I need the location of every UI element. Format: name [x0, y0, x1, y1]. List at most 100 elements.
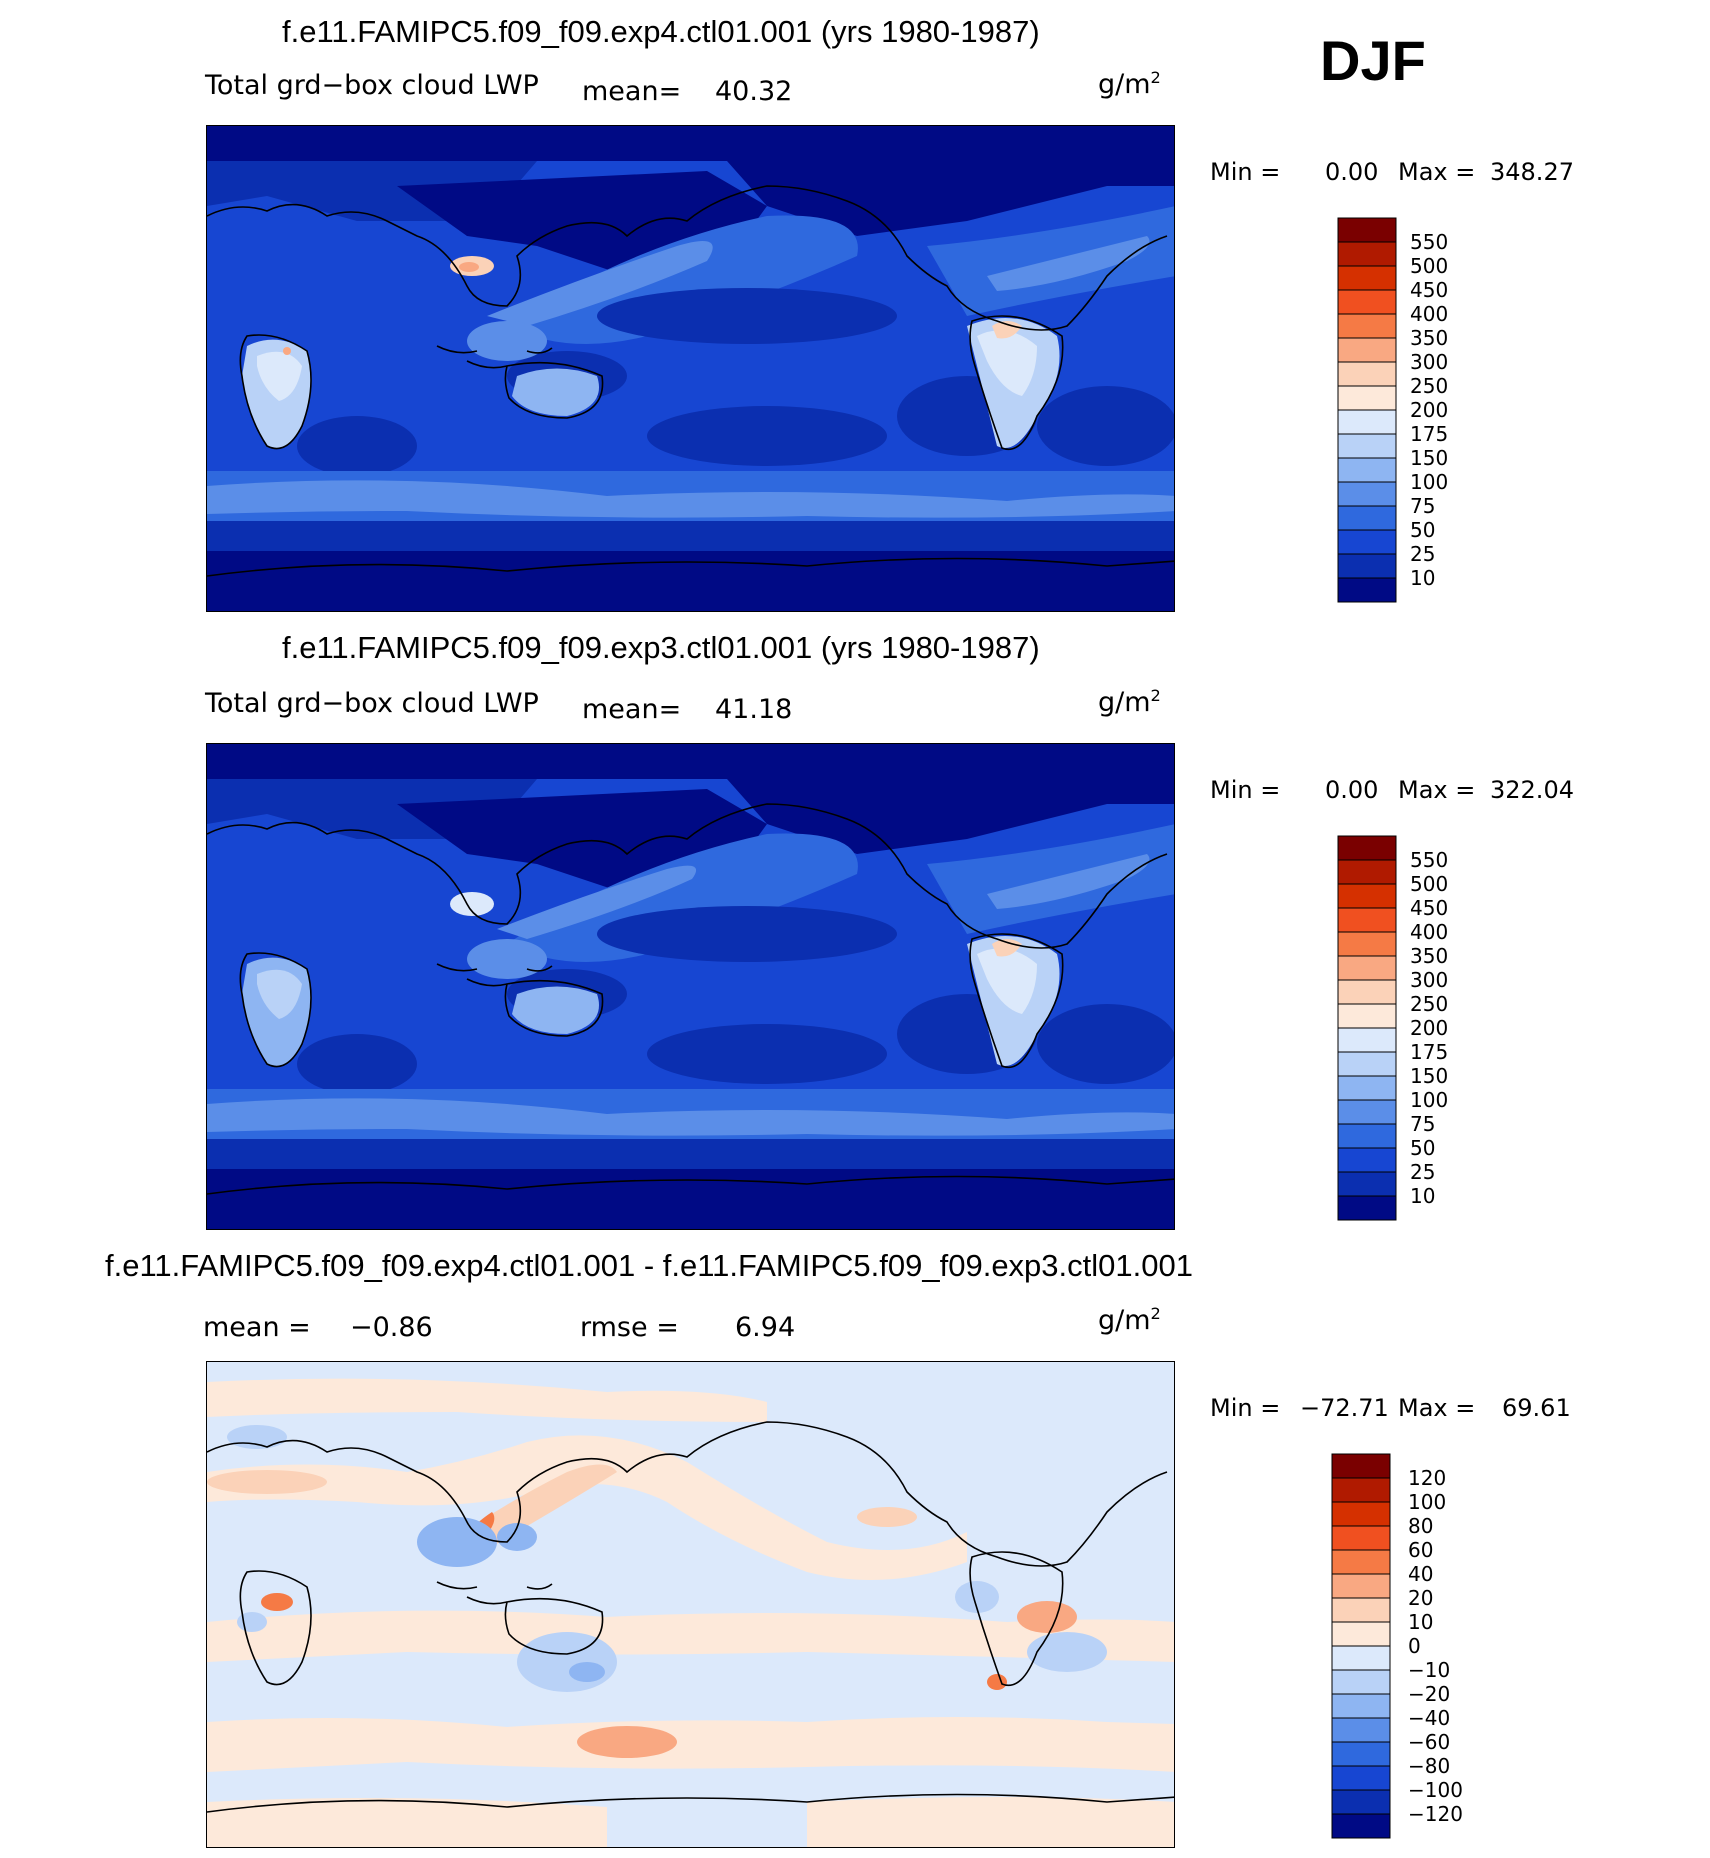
panel2-max-value: 322.04 — [1490, 776, 1574, 804]
colorbar-swatch — [1337, 1075, 1397, 1101]
panel3-map — [206, 1361, 1175, 1848]
panel3-max-label: Max = — [1398, 1394, 1476, 1422]
colorbar-level-label: −100 — [1408, 1778, 1463, 1802]
colorbar-level-label: 120 — [1408, 1466, 1446, 1490]
panel2-map — [206, 743, 1175, 1230]
panel1-min-label: Min = — [1210, 158, 1281, 186]
colorbar-swatch — [1337, 385, 1397, 411]
colorbar-swatch — [1331, 1645, 1391, 1671]
colorbar-level-label: 60 — [1408, 1538, 1433, 1562]
colorbar-swatch — [1337, 337, 1397, 363]
colorbar-swatch — [1331, 1765, 1391, 1791]
colorbar-swatch — [1337, 955, 1397, 981]
colorbar-level-label: 50 — [1410, 1136, 1435, 1160]
panel3-rmse-value: 6.94 — [735, 1312, 796, 1343]
panel2-min-label: Min = — [1210, 776, 1281, 804]
panel1-title: f.e11.FAMIPC5.f09_f09.exp4.ctl01.001 (yr… — [282, 14, 1040, 49]
colorbar-level-label: −40 — [1408, 1706, 1450, 1730]
panel3-title: f.e11.FAMIPC5.f09_f09.exp4.ctl01.001 - f… — [105, 1248, 1193, 1283]
colorbar-swatch — [1337, 1003, 1397, 1029]
colorbar-swatch — [1331, 1717, 1391, 1743]
colorbar-swatch — [1337, 1027, 1397, 1053]
colorbar-level-label: −20 — [1408, 1682, 1450, 1706]
panel3-min-value: −72.71 — [1300, 1394, 1389, 1422]
colorbar-level-label: 200 — [1410, 398, 1448, 422]
colorbar-level-label: 40 — [1408, 1562, 1433, 1586]
colorbar-swatch — [1331, 1813, 1391, 1839]
colorbar-level-label: 150 — [1410, 446, 1448, 470]
panel2-mean-label: mean= — [582, 694, 682, 725]
colorbar-level-label: 350 — [1410, 326, 1448, 350]
panel1-units: g/m2 — [1098, 68, 1161, 100]
colorbar-swatch — [1331, 1621, 1391, 1647]
panel3-mean-label: mean = — [203, 1312, 311, 1343]
panel1-mean-label: mean= — [582, 76, 682, 107]
colorbar-swatch — [1337, 241, 1397, 267]
colorbar-swatch — [1337, 217, 1397, 243]
colorbar-level-label: 75 — [1410, 1112, 1435, 1136]
colorbar-level-label: 250 — [1410, 992, 1448, 1016]
colorbar-level-label: 300 — [1410, 968, 1448, 992]
colorbar-swatch — [1337, 907, 1397, 933]
panel2-units: g/m2 — [1098, 686, 1161, 718]
colorbar-swatch — [1337, 835, 1397, 861]
panel1-colorbar-svg: 5505004504003503002502001751501007550251… — [1337, 217, 1448, 603]
colorbar-level-label: −10 — [1408, 1658, 1450, 1682]
colorbar-swatch — [1337, 931, 1397, 957]
colorbar-swatch — [1337, 577, 1397, 603]
colorbar-level-label: 100 — [1410, 470, 1448, 494]
colorbar-level-label: 10 — [1410, 1184, 1435, 1208]
colorbar-swatch — [1331, 1741, 1391, 1767]
colorbar-swatch — [1331, 1477, 1391, 1503]
colorbar-swatch — [1337, 1099, 1397, 1125]
colorbar-level-label: −120 — [1408, 1802, 1463, 1826]
colorbar-swatch — [1331, 1597, 1391, 1623]
panel1-min-value: 0.00 — [1325, 158, 1379, 186]
colorbar-level-label: 10 — [1410, 566, 1435, 590]
colorbar-swatch — [1337, 1171, 1397, 1197]
colorbar-level-label: 175 — [1410, 1040, 1448, 1064]
panel1-max-value: 348.27 — [1490, 158, 1574, 186]
panel3-colorbar: 120 100 80 60 40 20 10 0 −10 −20 −40 −60 −80 −100 −120 — [1331, 1453, 1472, 1839]
colorbar-level-label: 10 — [1408, 1610, 1433, 1634]
colorbar-swatch — [1331, 1549, 1391, 1575]
colorbar-level-label: 100 — [1408, 1490, 1446, 1514]
colorbar-level-label: 0 — [1408, 1634, 1421, 1658]
colorbar-swatch — [1337, 457, 1397, 483]
colorbar-swatch — [1337, 979, 1397, 1005]
colorbar-level-label: 500 — [1410, 254, 1448, 278]
colorbar-level-label: 25 — [1410, 1160, 1435, 1184]
panel2-colorbar: 550 500 450 400 350 300 250 200 175 150 100 75 50 25 1… — [1337, 835, 1468, 1221]
season-label: DJF — [1320, 29, 1426, 92]
colorbar-swatch — [1331, 1501, 1391, 1527]
panel2-variable: Total grd−box cloud LWP — [205, 688, 539, 719]
colorbar-swatch — [1331, 1525, 1391, 1551]
colorbar-swatch — [1337, 1051, 1397, 1077]
colorbar-swatch — [1337, 313, 1397, 339]
colorbar-swatch — [1337, 409, 1397, 435]
colorbar-swatch — [1337, 265, 1397, 291]
colorbar-level-label: 25 — [1410, 542, 1435, 566]
colorbar-swatch — [1337, 289, 1397, 315]
colorbar-level-label: 550 — [1410, 848, 1448, 872]
colorbar-swatch — [1337, 1195, 1397, 1221]
panel1-mean-value: 40.32 — [715, 76, 793, 107]
colorbar-level-label: 75 — [1410, 494, 1435, 518]
panel3-max-value: 69.61 — [1502, 1394, 1571, 1422]
colorbar-level-label: 550 — [1410, 230, 1448, 254]
colorbar-level-label: 500 — [1410, 872, 1448, 896]
colorbar-swatch — [1331, 1669, 1391, 1695]
colorbar-level-label: 450 — [1410, 278, 1448, 302]
colorbar-swatch — [1337, 433, 1397, 459]
panel2-mean-value: 41.18 — [715, 694, 793, 725]
colorbar-level-label: 50 — [1410, 518, 1435, 542]
colorbar-level-label: 150 — [1410, 1064, 1448, 1088]
panel2-colorbar-svg: 5505004504003503002502001751501007550251… — [1337, 835, 1448, 1221]
colorbar-level-label: 80 — [1408, 1514, 1433, 1538]
colorbar-level-label: 20 — [1408, 1586, 1433, 1610]
colorbar-level-label: 450 — [1410, 896, 1448, 920]
panel1-variable: Total grd−box cloud LWP — [205, 70, 539, 101]
panel1-max-label: Max = — [1398, 158, 1476, 186]
colorbar-level-label: 300 — [1410, 350, 1448, 374]
colorbar-swatch — [1337, 1123, 1397, 1149]
